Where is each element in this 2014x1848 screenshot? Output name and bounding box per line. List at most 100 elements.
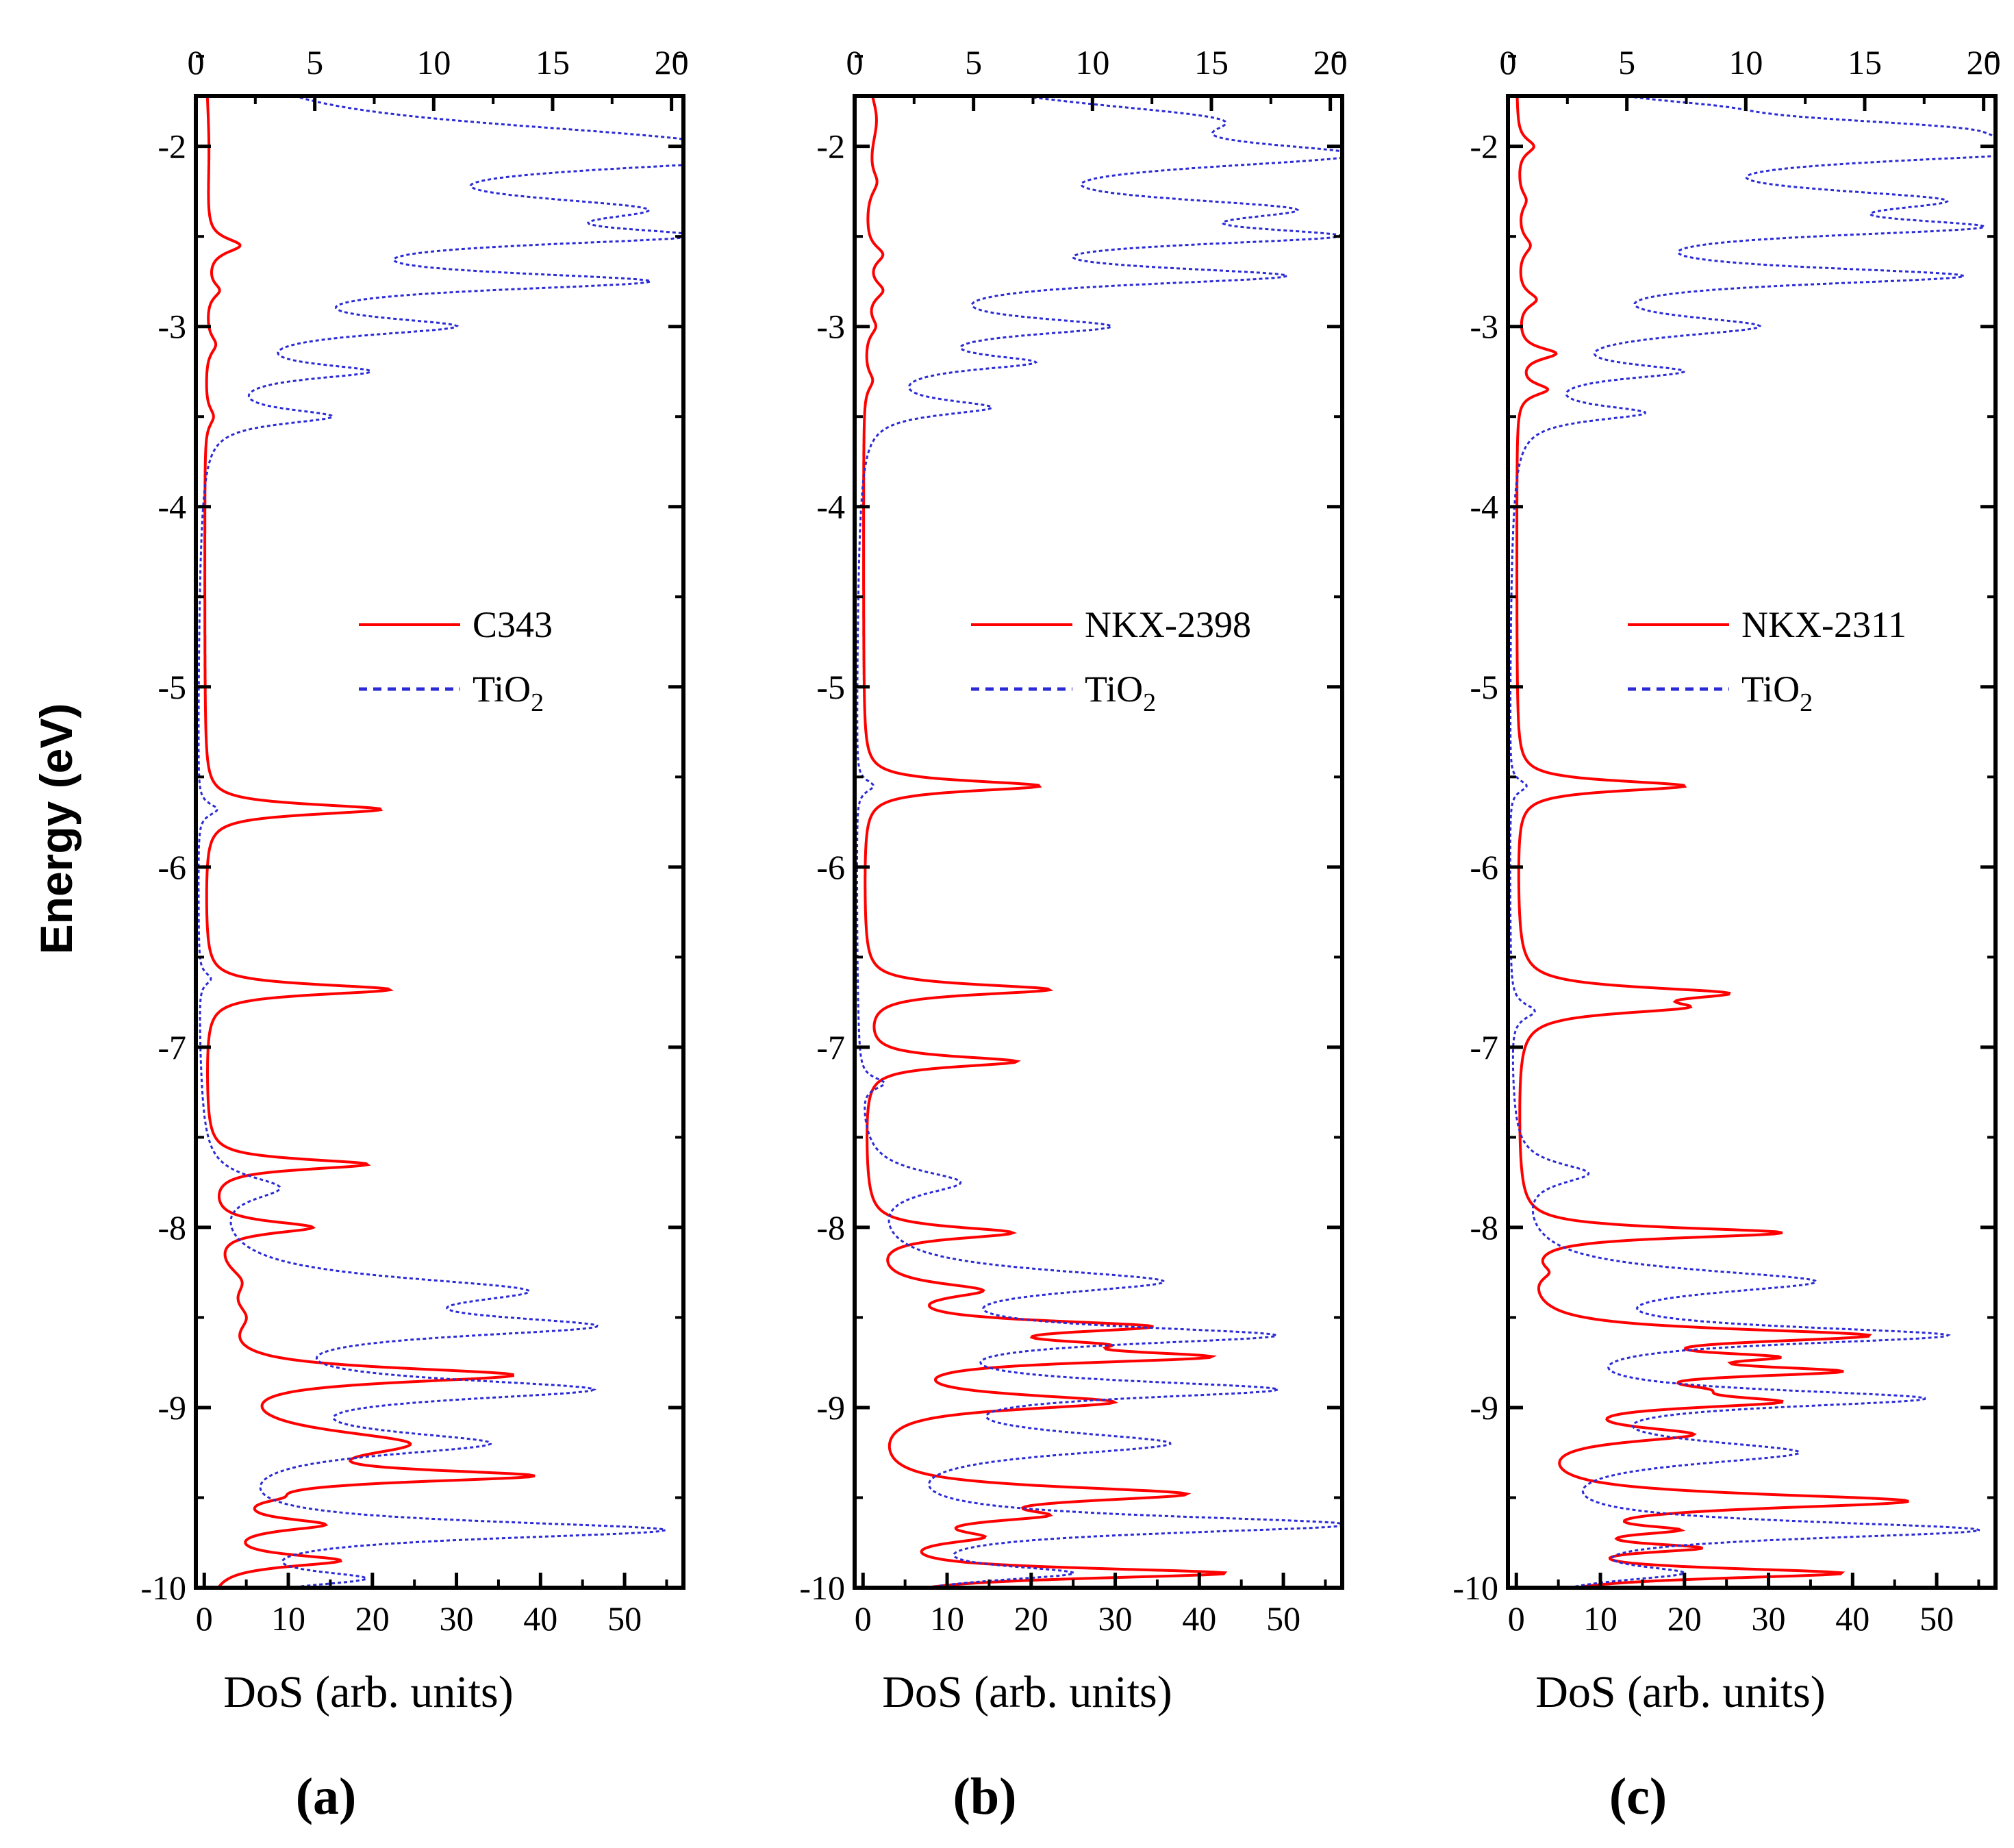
panel-a-top-axis: 0 5 10 15 20 xyxy=(188,43,689,111)
y-tick-label: -10 xyxy=(799,1569,845,1607)
y-tick-label: -4 xyxy=(816,488,845,526)
legend-label-dye: C343 xyxy=(473,604,553,645)
x-tick-label: 20 xyxy=(1014,1599,1048,1638)
x-tick-label: 20 xyxy=(1667,1599,1702,1638)
y-tick-label: -8 xyxy=(1470,1208,1498,1247)
top-tick-label: 20 xyxy=(1313,43,1348,82)
top-tick-label: 0 xyxy=(846,43,864,82)
y-tick-label: -7 xyxy=(158,1028,186,1066)
x-tick-label: 40 xyxy=(1182,1599,1216,1638)
series-line-nkx-2311 xyxy=(1515,95,1909,1589)
y-tick-label: -6 xyxy=(1470,848,1498,886)
x-tick-label: 0 xyxy=(1508,1599,1525,1638)
panel-a-x-axis-label: DoS (arb. units) xyxy=(223,1667,513,1717)
panel-a-bottom-axis: 0 10 20 30 40 50 xyxy=(196,1573,668,1638)
x-tick-label: 40 xyxy=(523,1599,557,1638)
y-tick-label: -4 xyxy=(1470,488,1498,526)
y-tick-label: -4 xyxy=(158,488,186,526)
top-tick-label: 0 xyxy=(1500,43,1517,82)
panel-b-legend: NKX-2398 TiO2 xyxy=(971,604,1251,717)
panel-b: -10 -9 -8 -7 -6 -5 -4 -3 -2 0 10 20 30 40 50 0 5 10 15 20… xyxy=(799,43,1347,1825)
x-tick-label: 50 xyxy=(607,1599,642,1638)
top-tick-label: 20 xyxy=(655,43,689,82)
panel-b-label: (b) xyxy=(953,1768,1017,1825)
y-tick-label: -7 xyxy=(816,1028,845,1066)
y-tick-label: -2 xyxy=(816,127,845,166)
x-tick-label: 40 xyxy=(1835,1599,1870,1638)
panel-c-label: (c) xyxy=(1609,1768,1667,1825)
panel-b-y-axis: -10 -9 -8 -7 -6 -5 -4 -3 -2 xyxy=(799,55,1342,1607)
x-tick-label: 30 xyxy=(440,1599,474,1638)
top-tick-label: 15 xyxy=(536,43,570,82)
y-tick-label: -8 xyxy=(816,1208,845,1247)
y-tick-label: -8 xyxy=(158,1208,186,1247)
top-tick-label: 10 xyxy=(1075,43,1109,82)
x-tick-label: 10 xyxy=(1583,1599,1618,1638)
x-tick-label: 10 xyxy=(930,1599,964,1638)
x-tick-label: 30 xyxy=(1752,1599,1786,1638)
panel-a: -10 -9 -8 -7 -6 -5 -4 -3 -2 0 10 20 30 40 50 0 5 10 15 20… xyxy=(140,43,688,1825)
top-tick-label: 5 xyxy=(965,43,982,82)
top-tick-label: 10 xyxy=(416,43,451,82)
y-tick-label: -3 xyxy=(158,308,186,346)
top-tick-label: 5 xyxy=(1618,43,1635,82)
y-tick-label: -9 xyxy=(816,1388,845,1427)
x-tick-label: 20 xyxy=(355,1599,390,1638)
panel-b-plot-frame xyxy=(853,94,1344,1590)
y-tick-label: -3 xyxy=(816,308,845,346)
x-tick-label: 30 xyxy=(1098,1599,1133,1638)
y-tick-label: -2 xyxy=(158,127,186,166)
top-tick-label: 5 xyxy=(306,43,323,82)
x-tick-label: 50 xyxy=(1919,1599,1954,1638)
panel-c-plot-frame xyxy=(1506,94,1998,1590)
panel-a-series xyxy=(197,95,685,1589)
x-tick-label: 0 xyxy=(196,1599,213,1638)
panel-a-y-axis: -10 -9 -8 -7 -6 -5 -4 -3 -2 xyxy=(140,55,683,1607)
legend-label-dye: NKX-2398 xyxy=(1085,604,1251,645)
top-tick-label: 15 xyxy=(1194,43,1229,82)
panel-a-plot-frame xyxy=(194,94,685,1590)
series-line-tio2 xyxy=(197,95,685,1589)
panel-b-bottom-axis: 0 10 20 30 40 50 xyxy=(855,1573,1327,1638)
top-tick-label: 0 xyxy=(188,43,205,82)
x-tick-label: 50 xyxy=(1266,1599,1300,1638)
y-tick-label: -10 xyxy=(1452,1569,1498,1607)
x-tick-label: 0 xyxy=(855,1599,872,1638)
top-tick-label: 10 xyxy=(1728,43,1763,82)
y-tick-label: -3 xyxy=(1470,308,1498,346)
x-tick-label: 10 xyxy=(271,1599,305,1638)
y-tick-label: -5 xyxy=(1470,668,1498,706)
panel-c-series xyxy=(1509,95,1997,1589)
series-line-c343 xyxy=(203,95,536,1589)
panel-c-legend: NKX-2311 TiO2 xyxy=(1628,604,1906,717)
y-tick-label: -5 xyxy=(158,668,186,706)
panel-b-series xyxy=(856,95,1344,1589)
panel-a-label: (a) xyxy=(296,1768,357,1825)
series-line-nkx-2398 xyxy=(862,95,1228,1589)
series-line-tio2 xyxy=(856,95,1344,1589)
top-tick-label: 20 xyxy=(1967,43,2001,82)
y-tick-label: -9 xyxy=(1470,1388,1498,1427)
panel-c-top-axis: 0 5 10 15 20 xyxy=(1500,43,2001,111)
panel-c: -10 -9 -8 -7 -6 -5 -4 -3 -2 0 10 20 30 40 50 0 5 10 15 20… xyxy=(1452,43,2000,1825)
legend-label-tio2: TiO2 xyxy=(1741,669,1813,717)
panel-b-top-axis: 0 5 10 15 20 xyxy=(846,43,1348,111)
legend-label-tio2: TiO2 xyxy=(1085,669,1156,717)
y-tick-label: -10 xyxy=(140,1569,186,1607)
legend-label-dye: NKX-2311 xyxy=(1741,604,1906,645)
y-tick-label: -7 xyxy=(1470,1028,1498,1066)
panel-c-x-axis-label: DoS (arb. units) xyxy=(1535,1667,1825,1717)
y-axis-label: Energy (eV) xyxy=(31,703,81,955)
panel-a-legend: C343 TiO2 xyxy=(359,604,553,717)
y-tick-label: -9 xyxy=(158,1388,186,1427)
panel-c-y-axis: -10 -9 -8 -7 -6 -5 -4 -3 -2 xyxy=(1452,55,1996,1607)
y-tick-label: -6 xyxy=(158,848,186,886)
panel-b-x-axis-label: DoS (arb. units) xyxy=(882,1667,1172,1717)
legend-label-tio2: TiO2 xyxy=(473,669,544,717)
panel-c-bottom-axis: 0 10 20 30 40 50 xyxy=(1508,1573,1980,1638)
y-tick-label: -2 xyxy=(1470,127,1498,166)
series-line-tio2 xyxy=(1509,95,1997,1589)
top-tick-label: 15 xyxy=(1848,43,1882,82)
y-tick-label: -6 xyxy=(816,848,845,886)
